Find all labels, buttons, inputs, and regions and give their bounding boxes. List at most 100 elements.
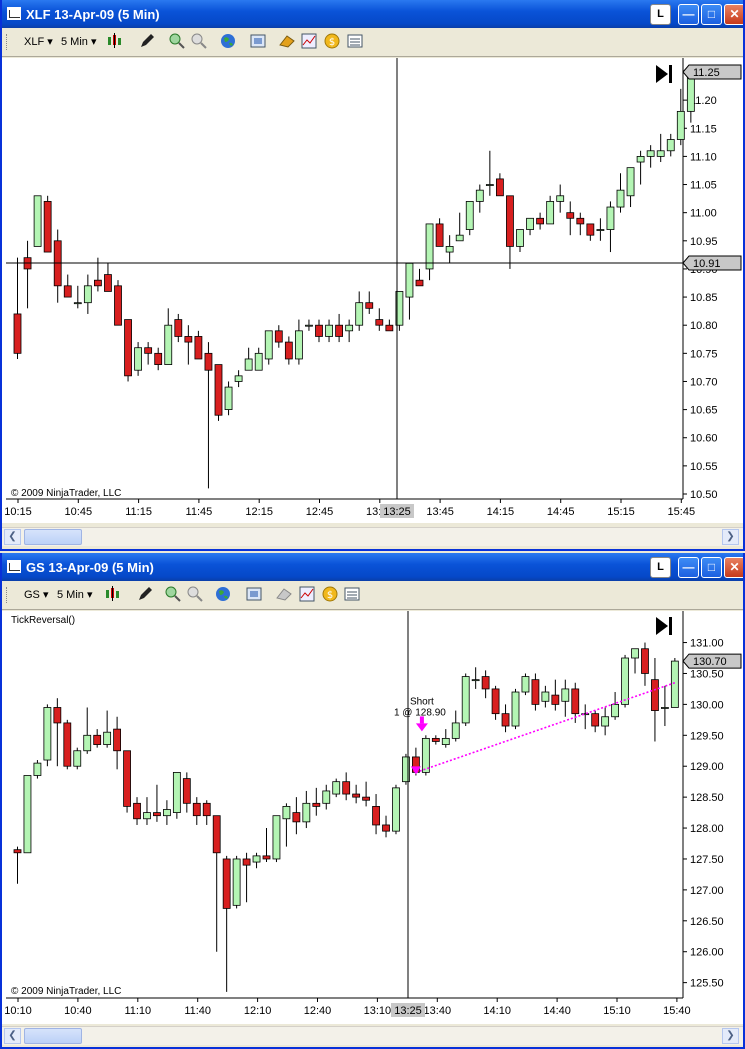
up-candle-body [606, 206, 615, 230]
price-chart[interactable]: 131.00 130.50 130.00 129.50 129.00 128.50 128.… [2, 611, 743, 1024]
price-chart-panel[interactable]: 131.00 130.50 130.00 129.50 129.00 128.50 128.… [2, 611, 743, 1024]
up-candle-body [234, 375, 243, 382]
candle [114, 280, 122, 326]
price-chart[interactable]: 11.2011.1511.1011.0511.0010.9510.9010.85… [2, 58, 743, 523]
candle [641, 642, 649, 686]
down-candle-body [335, 324, 344, 337]
title-bar[interactable]: GS 13-Apr-09 (5 Min) L — □ ✕ [2, 553, 743, 581]
candle [372, 794, 380, 835]
close-button[interactable]: ✕ [724, 557, 743, 578]
down-candle-body [13, 313, 22, 354]
price-tick-label: 125.50 [690, 978, 724, 990]
candle [481, 670, 490, 699]
price-tick-label: 126.00 [690, 947, 724, 959]
candle [521, 673, 530, 696]
scroll-thumb[interactable] [24, 1028, 82, 1044]
globe-icon[interactable] [220, 33, 236, 49]
down-candle-body [312, 802, 321, 807]
candle [566, 201, 575, 236]
chart-style-icon[interactable] [105, 586, 121, 602]
time-tick-label: 12:10 [244, 1005, 272, 1017]
candle [455, 212, 464, 242]
crosshair-time-box [380, 504, 414, 518]
draw-pencil-icon[interactable] [137, 586, 153, 602]
minimize-button[interactable]: — [678, 557, 699, 578]
down-candle-body [284, 341, 293, 360]
candle [232, 855, 241, 909]
copyright-text: © 2009 NinjaTrader, LLC [11, 488, 122, 499]
up-candle-body [252, 855, 261, 863]
strategy-icon[interactable] [276, 586, 292, 602]
zoom-out-icon[interactable] [191, 33, 207, 49]
interval-selector[interactable]: 5 Min ▾ [61, 36, 97, 48]
scroll-thumb[interactable] [24, 529, 82, 545]
zoom-in-icon[interactable] [169, 33, 185, 49]
maximize-button[interactable]: □ [701, 557, 722, 578]
price-tick-label: 11.20 [690, 95, 717, 107]
up-candle-body [305, 324, 313, 327]
candle [144, 342, 153, 365]
indicators-icon[interactable] [299, 586, 315, 602]
down-candle-body [382, 824, 390, 832]
properties-icon[interactable] [250, 33, 266, 49]
instrument-selector[interactable]: XLF ▾ [24, 36, 53, 48]
time-tick-label: 10:15 [4, 506, 32, 518]
instrument-selector[interactable]: GS ▾ [24, 589, 49, 601]
down-candle-body [491, 688, 500, 715]
candle [571, 682, 580, 723]
price-tick-label: 11.10 [690, 151, 717, 163]
candle [73, 285, 82, 309]
time-tick-label: 14:45 [547, 506, 575, 518]
data-box-icon[interactable] [347, 33, 363, 49]
dollar-icon[interactable]: $ [322, 586, 338, 602]
candle [134, 342, 143, 376]
horizontal-scrollbar[interactable]: ❮ ❯ [2, 527, 743, 546]
indicators-icon[interactable] [301, 33, 317, 49]
maximize-button[interactable]: □ [701, 4, 722, 25]
gs-chart-window: GS 13-Apr-09 (5 Min) L — □ ✕ GS ▾ 5 Min … [0, 553, 745, 1049]
link-button[interactable]: L [650, 557, 671, 578]
up-candle-body [405, 262, 414, 298]
strategy-icon[interactable] [279, 33, 295, 49]
globe-icon[interactable] [215, 586, 231, 602]
indicator-name: TickReversal() [11, 615, 76, 626]
window-title: GS 13-Apr-09 (5 Min) [26, 560, 154, 575]
dollar-icon[interactable]: $ [324, 33, 340, 49]
scroll-right-button[interactable]: ❯ [722, 529, 739, 545]
close-button[interactable]: ✕ [724, 4, 743, 25]
data-box-icon[interactable] [344, 586, 360, 602]
title-bar[interactable]: XLF 13-Apr-09 (5 Min) L — □ ✕ [2, 0, 743, 28]
copyright-text: © 2009 NinjaTrader, LLC [11, 986, 122, 997]
down-candle-body [194, 336, 203, 360]
candle [392, 784, 400, 835]
candle [666, 133, 675, 157]
draw-pencil-icon[interactable] [139, 33, 155, 49]
down-candle-body [153, 812, 161, 817]
up-candle-body [73, 302, 82, 305]
up-candle-body [581, 713, 590, 716]
candle [661, 685, 669, 727]
price-tick-label: 10.50 [690, 489, 718, 501]
link-button[interactable]: L [650, 4, 671, 25]
scroll-right-button[interactable]: ❯ [722, 1028, 739, 1044]
zoom-out-icon[interactable] [187, 586, 203, 602]
up-candle-body [556, 195, 565, 202]
up-candle-body [402, 756, 410, 783]
minimize-button[interactable]: — [678, 4, 699, 25]
candle [123, 750, 131, 813]
up-candle-body [134, 347, 143, 371]
scroll-left-button[interactable]: ❮ [4, 529, 21, 545]
price-tick-label: 11.15 [690, 123, 717, 135]
zoom-in-icon[interactable] [165, 586, 181, 602]
candle [475, 184, 484, 213]
price-chart-panel[interactable]: 11.2011.1511.1011.0511.0010.9510.9010.85… [2, 58, 743, 523]
toolbar-grip [6, 587, 10, 603]
up-candle-body [282, 806, 291, 820]
up-candle-body [254, 352, 263, 371]
chart-style-icon[interactable] [107, 33, 123, 49]
properties-icon[interactable] [246, 586, 262, 602]
candle [586, 223, 595, 241]
horizontal-scrollbar[interactable]: ❮ ❯ [2, 1026, 743, 1045]
interval-selector[interactable]: 5 Min ▾ [57, 589, 93, 601]
scroll-left-button[interactable]: ❮ [4, 1028, 21, 1044]
